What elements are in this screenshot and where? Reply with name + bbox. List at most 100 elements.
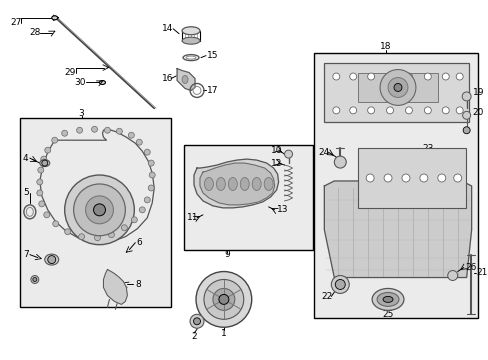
Text: 5: 5 [23,188,29,197]
Text: 12: 12 [270,159,282,168]
Circle shape [349,107,356,114]
Ellipse shape [182,27,200,35]
Text: 7: 7 [23,250,29,259]
Circle shape [284,150,292,158]
Text: 15: 15 [206,51,218,60]
Text: 18: 18 [380,42,391,51]
Circle shape [437,174,445,182]
Circle shape [349,73,356,80]
Circle shape [91,126,97,132]
Circle shape [93,204,105,216]
Circle shape [193,318,200,325]
Text: 13: 13 [276,205,287,214]
Circle shape [462,127,469,134]
Circle shape [85,196,113,224]
Circle shape [139,207,145,213]
Circle shape [379,69,415,105]
Circle shape [64,175,134,245]
Bar [183,145,313,249]
Circle shape [383,174,391,182]
Circle shape [104,127,110,133]
Bar [20,118,171,307]
Circle shape [79,234,84,240]
Circle shape [74,184,125,236]
Text: 10: 10 [270,146,282,155]
Circle shape [61,130,67,136]
Circle shape [455,73,462,80]
Ellipse shape [382,296,392,302]
Circle shape [366,174,373,182]
Circle shape [77,127,82,133]
Ellipse shape [204,177,213,190]
Bar [314,53,477,318]
Circle shape [39,201,45,207]
Text: 14: 14 [162,24,173,33]
Text: 1: 1 [221,329,226,338]
Ellipse shape [376,292,398,306]
Circle shape [332,73,339,80]
Circle shape [108,232,114,238]
Circle shape [148,185,154,191]
Circle shape [386,107,393,114]
Circle shape [37,179,42,185]
Text: 2: 2 [191,332,197,341]
Text: 3: 3 [79,109,84,118]
Text: 20: 20 [471,108,483,117]
Circle shape [331,275,348,293]
Circle shape [405,107,411,114]
Text: 8: 8 [135,280,141,289]
Circle shape [441,73,448,80]
Circle shape [405,73,411,80]
Circle shape [335,279,345,289]
Circle shape [116,128,122,134]
Polygon shape [200,163,274,205]
Circle shape [37,190,42,196]
Ellipse shape [40,159,50,167]
Ellipse shape [52,16,58,20]
Text: 26: 26 [465,263,476,272]
Circle shape [419,174,427,182]
Text: 17: 17 [206,86,218,95]
Text: 19: 19 [471,88,483,97]
Ellipse shape [240,177,249,190]
Circle shape [44,212,50,218]
Circle shape [424,107,430,114]
Circle shape [367,73,374,80]
Circle shape [33,278,37,282]
Ellipse shape [264,177,273,190]
Circle shape [38,167,44,173]
Bar [358,73,437,102]
Circle shape [441,107,448,114]
Circle shape [455,107,462,114]
Text: 24: 24 [318,148,329,157]
Ellipse shape [228,177,237,190]
Polygon shape [103,270,127,304]
Circle shape [334,156,346,168]
Circle shape [203,279,244,319]
Circle shape [144,149,150,155]
Circle shape [131,217,137,223]
Circle shape [148,160,154,166]
Circle shape [386,73,393,80]
Text: 4: 4 [23,154,28,163]
Circle shape [144,197,150,203]
Circle shape [393,84,401,91]
Ellipse shape [99,81,105,85]
Ellipse shape [45,254,59,265]
Polygon shape [324,181,470,278]
Text: 16: 16 [162,74,173,83]
Bar [324,63,468,122]
Circle shape [424,73,430,80]
Circle shape [149,172,155,178]
Circle shape [52,137,58,143]
Circle shape [332,107,339,114]
Ellipse shape [182,76,188,84]
Text: 22: 22 [321,292,332,301]
Circle shape [453,174,461,182]
Circle shape [128,132,134,138]
Circle shape [447,271,457,280]
Circle shape [461,92,470,101]
Circle shape [462,111,469,119]
Bar [358,148,465,208]
Circle shape [387,77,407,98]
